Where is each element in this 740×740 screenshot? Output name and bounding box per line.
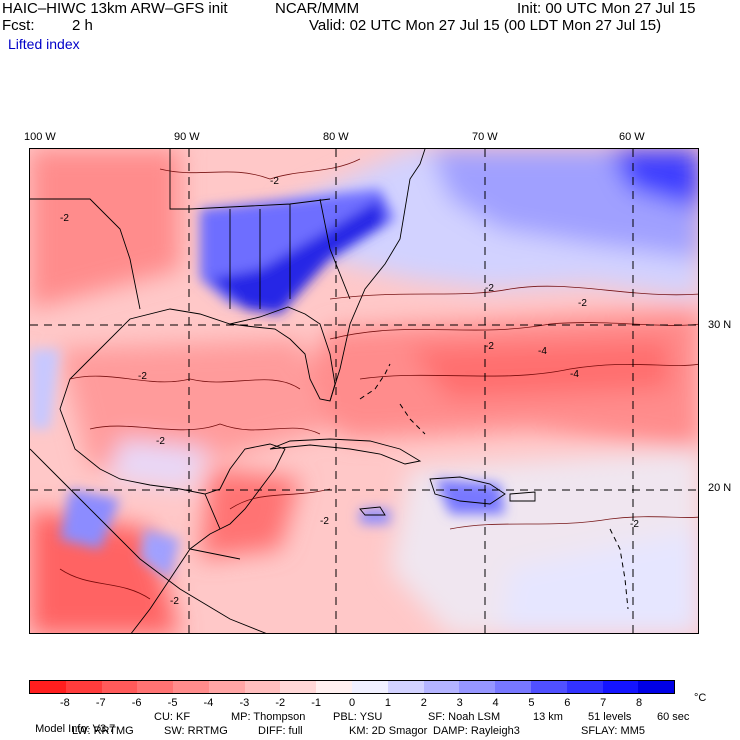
colorbar-tick-label: 7 [600,697,607,709]
colorbar-swatch [566,681,603,693]
colorbar-tick-label: -6 [131,697,142,709]
lifted-index-map: -2 -2 -2 -2 -2 -2 -4 -4 -2 -2 -2 -2 [29,148,699,634]
microphysics-scheme: MP: Thompson [231,711,306,723]
colorbar-swatch [387,681,424,693]
lat-label-30n: 30 N [708,319,732,331]
damping: DAMP: Rayleigh3 [433,725,520,737]
colorbar-tick-label: 8 [636,697,643,709]
colorbar-swatch [459,681,496,693]
longwave-scheme: LW: RRTMG [72,725,134,737]
colorbar-tick-label: -3 [239,697,250,709]
colorbar-swatch [530,681,567,693]
colorbar-unit: °C [694,692,707,704]
colorbar-swatch [173,681,209,693]
colorbar-tick-label: -4 [203,697,214,709]
colorbar-swatch [208,681,245,693]
colorbar-tick-label: -8 [59,697,70,709]
colorbar-swatch [352,681,388,693]
colorbar-swatch [423,681,460,693]
islands-dashed [359,363,629,610]
contour-label: -2 [485,283,494,294]
organization: NCAR/MMM [275,0,360,17]
contours [59,158,698,600]
colorbar-tick-label: -1 [311,697,321,709]
shortwave-scheme: SW: RRTMG [164,725,228,737]
colorbar-swatch [137,681,174,693]
contour-label: -4 [570,369,579,380]
surface-layer: SFLAY: MM5 [581,725,645,737]
vertical-levels: 51 levels [588,711,632,723]
colorbar-tick-label: 5 [528,697,535,709]
diffusion: DIFF: full [258,725,303,737]
contour-label: -2 [630,519,639,530]
contour-label: -2 [138,371,147,382]
contour-label: -2 [170,596,179,607]
pbl-scheme: PBL: YSU [333,711,383,723]
contour-label: -2 [320,516,329,527]
colorbar-tick-label: 4 [492,697,499,709]
contour-label: -2 [270,176,279,187]
cumulus-scheme: CU: KF [154,711,191,723]
forecast-label: Fcst: [2,17,35,34]
colorbar-tick-label: 3 [456,697,463,709]
lon-label-70w: 70 W [472,131,498,143]
colorbar-swatch [244,681,281,693]
resolution: 13 km [533,711,563,723]
surface-scheme: SF: Noah LSM [428,711,501,723]
model-info: Model Info: V3.7 [35,723,116,735]
init-time: Init: 00 UTC Mon 27 Jul 15 [517,0,696,17]
colorbar-swatch [101,681,138,693]
time-step: 60 sec [657,711,690,723]
colorbar-tick-label: 2 [420,697,427,709]
map-canvas: -2 -2 -2 -2 -2 -2 -4 -4 -2 -2 -2 -2 [30,149,698,633]
valid-time: Valid: 02 UTC Mon 27 Jul 15 (00 LDT Mon … [309,17,662,34]
negative-stability-band [30,189,505,579]
model-title: HAIC–HIWC 13km ARW–GFS init [2,0,228,17]
lat-lon-grid [30,149,698,633]
colorbar-swatch [280,681,317,693]
lon-label-100w: 100 W [24,131,56,143]
colorbar-tick-label: 1 [384,697,391,709]
field-name: Lifted index [8,36,80,52]
eddy-coefficient: KM: 2D Smagor [349,725,428,737]
contour-label: -2 [156,436,165,447]
colorbar-swatch [638,681,675,693]
contour-labels: -2 -2 -2 -2 -2 -2 -4 -4 -2 -2 -2 -2 [60,176,639,607]
colorbar-swatch [495,681,531,693]
contour-label: -2 [485,341,494,352]
contour-label: -4 [538,346,547,357]
forecast-hour: 2 h [72,17,93,34]
colorbar-swatch [65,681,102,693]
lat-label-20n: 20 N [708,482,732,494]
lon-label-80w: 80 W [323,131,349,143]
colorbar-tick-label: -7 [95,697,106,709]
colorbar-tick-label: 6 [564,697,571,709]
colorbar-tick-label: -2 [275,697,286,709]
colorbar-swatch [316,681,353,693]
colorbar-tick-label: 0 [348,697,356,709]
coastlines [30,149,536,633]
colorbar-swatch [30,681,66,693]
colorbar-swatch [602,681,639,693]
lon-label-60w: 60 W [619,131,645,143]
footer-line1: Model Info: V3.7 [29,711,115,735]
contour-label: -2 [578,298,587,309]
contour-label: -2 [60,213,69,224]
colorbar-tick-label: -5 [167,697,178,709]
colorbar [29,680,675,694]
lon-label-90w: 90 W [174,131,200,143]
